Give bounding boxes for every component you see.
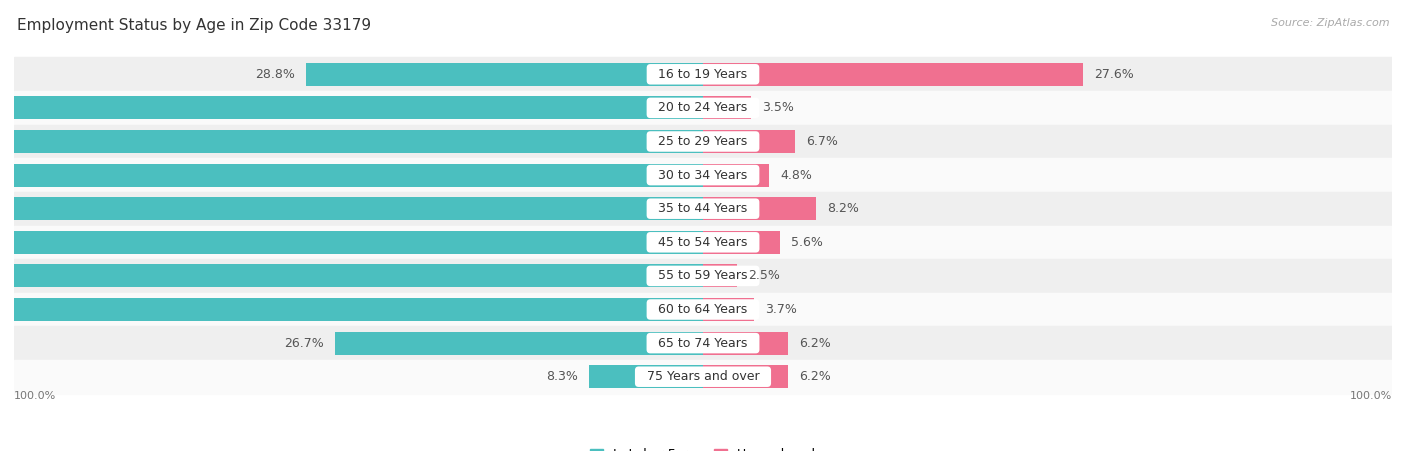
Bar bbox=[14, 158, 1392, 192]
Text: 100.0%: 100.0% bbox=[1350, 391, 1392, 401]
Text: 28.8%: 28.8% bbox=[256, 68, 295, 81]
Text: 6.2%: 6.2% bbox=[800, 370, 831, 383]
Bar bbox=[589, 365, 703, 388]
Text: 2.5%: 2.5% bbox=[748, 269, 780, 282]
Bar bbox=[14, 192, 1392, 226]
Bar bbox=[703, 130, 796, 153]
Bar bbox=[14, 327, 1392, 360]
Bar bbox=[703, 164, 769, 187]
Bar bbox=[335, 331, 703, 354]
Text: 26.7%: 26.7% bbox=[284, 336, 325, 350]
Text: 3.5%: 3.5% bbox=[762, 101, 794, 115]
Bar bbox=[703, 365, 789, 388]
Text: 8.3%: 8.3% bbox=[546, 370, 578, 383]
Text: 30 to 34 Years: 30 to 34 Years bbox=[651, 169, 755, 182]
Bar bbox=[14, 91, 1392, 124]
Text: 25 to 29 Years: 25 to 29 Years bbox=[651, 135, 755, 148]
Text: 6.7%: 6.7% bbox=[807, 135, 838, 148]
Text: 6.2%: 6.2% bbox=[800, 336, 831, 350]
Text: Employment Status by Age in Zip Code 33179: Employment Status by Age in Zip Code 331… bbox=[17, 18, 371, 33]
Text: 75 Years and over: 75 Years and over bbox=[638, 370, 768, 383]
Text: 27.6%: 27.6% bbox=[1094, 68, 1135, 81]
Text: 45 to 54 Years: 45 to 54 Years bbox=[651, 236, 755, 249]
Bar bbox=[0, 164, 703, 187]
Bar bbox=[14, 57, 1392, 91]
Bar bbox=[14, 259, 1392, 293]
Bar bbox=[0, 197, 703, 220]
Bar bbox=[0, 298, 703, 321]
Text: 55 to 59 Years: 55 to 59 Years bbox=[650, 269, 756, 282]
Bar bbox=[0, 130, 703, 153]
Bar bbox=[703, 298, 754, 321]
Text: 60 to 64 Years: 60 to 64 Years bbox=[651, 303, 755, 316]
Text: 20 to 24 Years: 20 to 24 Years bbox=[651, 101, 755, 115]
Text: 3.7%: 3.7% bbox=[765, 303, 797, 316]
Text: 65 to 74 Years: 65 to 74 Years bbox=[651, 336, 755, 350]
Text: 16 to 19 Years: 16 to 19 Years bbox=[651, 68, 755, 81]
Bar bbox=[307, 63, 703, 86]
Bar bbox=[703, 197, 815, 220]
Bar bbox=[14, 293, 1392, 327]
Text: 35 to 44 Years: 35 to 44 Years bbox=[651, 202, 755, 215]
Bar bbox=[703, 264, 738, 287]
Bar bbox=[703, 97, 751, 120]
Bar bbox=[0, 97, 703, 120]
Bar bbox=[14, 226, 1392, 259]
Bar bbox=[703, 231, 780, 254]
Bar bbox=[0, 264, 703, 287]
Text: 8.2%: 8.2% bbox=[827, 202, 859, 215]
Text: 100.0%: 100.0% bbox=[14, 391, 56, 401]
Bar bbox=[703, 63, 1083, 86]
Text: Source: ZipAtlas.com: Source: ZipAtlas.com bbox=[1271, 18, 1389, 28]
Bar bbox=[0, 231, 703, 254]
Legend: In Labor Force, Unemployed: In Labor Force, Unemployed bbox=[585, 443, 821, 451]
Bar bbox=[703, 331, 789, 354]
Text: 5.6%: 5.6% bbox=[792, 236, 823, 249]
Bar bbox=[14, 124, 1392, 158]
Bar bbox=[14, 360, 1392, 394]
Text: 4.8%: 4.8% bbox=[780, 169, 813, 182]
